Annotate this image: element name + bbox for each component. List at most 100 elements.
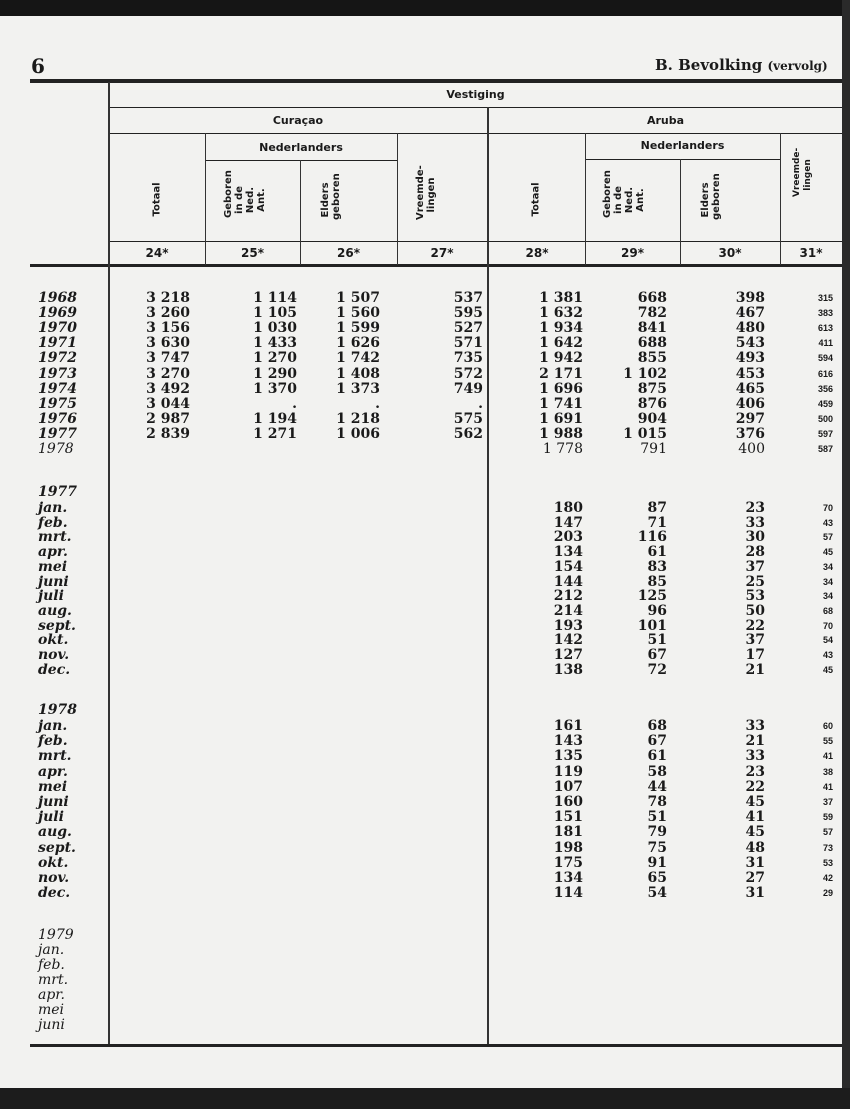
table-cell: 22 (745, 778, 765, 795)
table-cell: 41 (822, 781, 833, 792)
table-cell: 203 (553, 529, 583, 546)
row-label-month: apr. (38, 987, 65, 1003)
col-divider (780, 133, 781, 265)
table-cell: 2 171 (539, 365, 583, 382)
col-number-c29: 29* (621, 246, 644, 260)
table-cell: 125 (637, 588, 667, 605)
table-cell: 791 (640, 441, 667, 457)
table-cell: 1 599 (336, 320, 380, 337)
table-cell: 1 632 (539, 305, 583, 322)
col-header-c27: Vreemde-lingen (415, 165, 437, 220)
table-bottom-rule (30, 1044, 842, 1047)
table-cell: 749 (453, 380, 483, 397)
table-cell: 1 408 (336, 365, 380, 382)
table-cell: 3 492 (146, 380, 190, 397)
row-label-year: 1973 (38, 365, 77, 382)
stub-divider (108, 82, 110, 1044)
table-cell: 144 (553, 573, 583, 590)
table-cell: 1 560 (336, 305, 380, 322)
table-cell: 134 (553, 870, 583, 886)
row-label-year: 1975 (38, 395, 77, 412)
table-cell: 41 (745, 809, 765, 826)
table-cell: 44 (647, 778, 667, 795)
table-cell: 60 (822, 721, 833, 731)
table-cell: 1 696 (539, 380, 583, 397)
table-cell: 175 (553, 854, 583, 871)
table-cell: 2 839 (146, 425, 190, 442)
table-cell: 59 (822, 812, 833, 823)
header-nederlanders-curacao: Nederlanders (259, 141, 343, 154)
header-curacao: Curaçao (272, 114, 324, 127)
row-label-month: juni (38, 1017, 65, 1033)
row-label-month: mei (38, 558, 68, 575)
table-cell: 61 (647, 748, 667, 765)
row-label-month: nov. (38, 647, 70, 663)
table-cell: 28 (745, 544, 765, 561)
page-number: 6 (31, 54, 45, 78)
row-label-month: nov. (38, 870, 70, 886)
table-cell: 119 (553, 763, 583, 780)
table-cell: 78 (647, 794, 667, 810)
rule-under-vestiging (109, 107, 842, 108)
col-divider (300, 160, 301, 265)
row-label-month: jan. (38, 942, 65, 958)
row-label-month: apr. (38, 544, 68, 561)
table-cell: 181 (553, 824, 583, 841)
row-label-month: jan. (38, 718, 68, 734)
table-cell: 383 (817, 308, 833, 319)
col-number-c28: 28* (525, 246, 549, 260)
table-cell: 297 (735, 410, 765, 427)
col-divider (585, 133, 586, 265)
table-cell: 3 747 (146, 350, 190, 367)
table-cell: 37 (822, 797, 833, 807)
table-cell: . (292, 395, 297, 412)
table-cell: 68 (647, 718, 667, 734)
table-cell: 315 (817, 293, 833, 303)
table-cell: 1 742 (336, 350, 380, 367)
running-head-title: B. Bevolking (655, 56, 763, 74)
table-cell: 406 (735, 395, 765, 412)
row-label-month: mrt. (38, 972, 69, 988)
table-cell: 1 030 (253, 320, 297, 337)
block-year-heading: 1979 (38, 927, 74, 943)
row-label-month: juni (38, 794, 69, 810)
table-cell: 138 (553, 661, 583, 678)
table-cell: 57 (822, 532, 833, 543)
table-cell: 595 (453, 305, 483, 322)
table-cell: 42 (822, 873, 833, 883)
col-header-c24: Totaal (151, 182, 163, 217)
col-divider (205, 133, 206, 265)
col-header-c30: Elders geboren (700, 173, 722, 220)
table-cell: 85 (647, 573, 667, 590)
table-cell: 1 741 (539, 395, 583, 412)
table-cell: 571 (453, 335, 483, 352)
row-label-month: dec. (38, 661, 71, 678)
table-cell: 34 (822, 576, 833, 587)
row-label-year: 1974 (38, 380, 77, 397)
table-cell: 400 (738, 441, 765, 457)
table-cell: 51 (647, 809, 667, 826)
table-cell: 29 (822, 888, 833, 899)
row-label-year: 1978 (38, 441, 74, 457)
table-cell: 198 (553, 839, 583, 856)
table-cell: 116 (637, 529, 667, 546)
table-cell: 57 (822, 827, 833, 838)
table-cell: 143 (553, 733, 583, 750)
table-cell: . (478, 395, 483, 412)
col-number-c31: 31* (799, 246, 823, 260)
col-number-c30: 30* (718, 246, 742, 260)
row-label-year: 1968 (38, 290, 77, 306)
table-cell: 50 (745, 602, 765, 619)
row-label-month: feb. (38, 514, 68, 531)
table-cell: 31 (745, 854, 765, 871)
table-cell: 51 (647, 632, 667, 649)
table-cell: 3 260 (146, 305, 190, 322)
table-cell: 212 (553, 588, 583, 605)
table-cell: 54 (822, 635, 833, 646)
table-cell: 25 (745, 573, 765, 590)
table-cell: 17 (745, 647, 765, 663)
table-cell: 154 (553, 558, 583, 575)
table-cell: 1 290 (253, 365, 297, 382)
table-cell: 537 (453, 290, 483, 306)
table-cell: . (375, 395, 380, 412)
